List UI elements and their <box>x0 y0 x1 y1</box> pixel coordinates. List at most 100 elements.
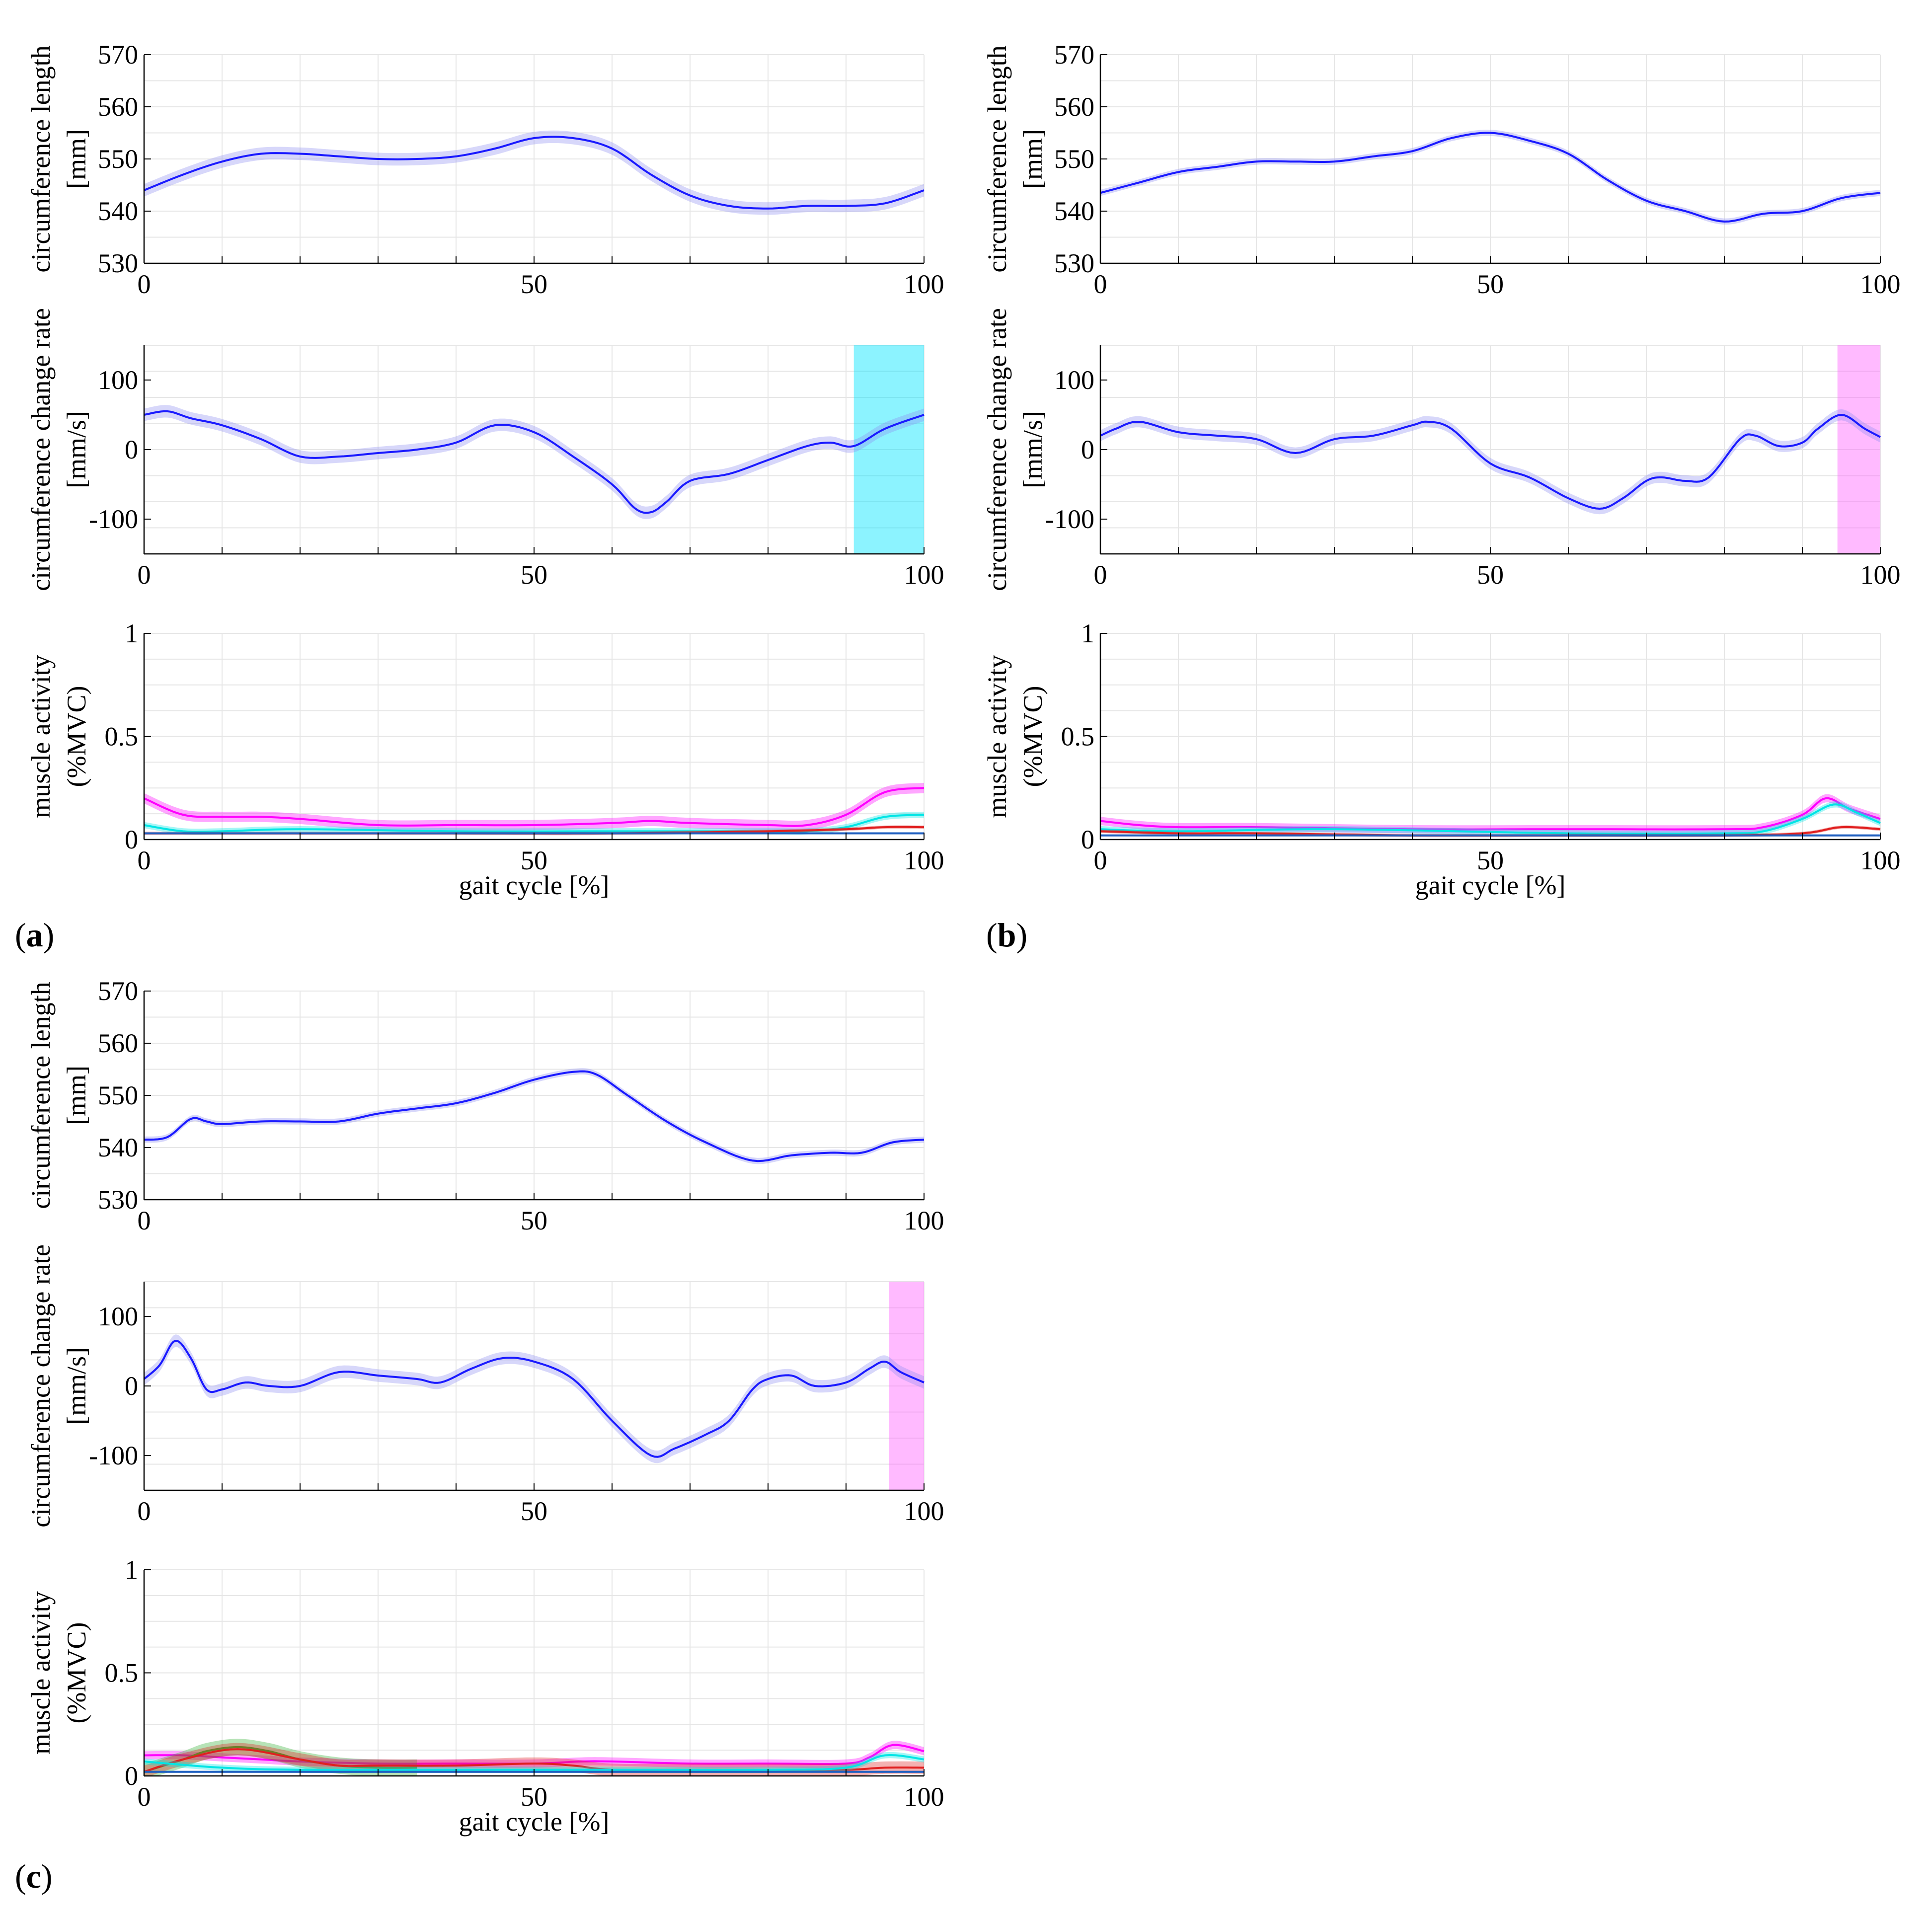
x-tick-label: 100 <box>904 1782 944 1812</box>
y-tick-label: 560 <box>1054 92 1094 122</box>
y-axis-unit: [mm] <box>62 1066 91 1125</box>
series-band-circumference-change-rate <box>1100 409 1880 515</box>
panel-label-a: (a) <box>15 916 54 954</box>
y-axis-unit: [mm/s] <box>62 1347 91 1425</box>
series-band-magenta <box>144 782 924 831</box>
y-tick-label: -100 <box>89 1441 138 1470</box>
y-axis-unit: [mm/s] <box>1018 411 1048 488</box>
highlight-region <box>889 1282 924 1490</box>
x-tick-label: 50 <box>1477 560 1504 590</box>
y-axis-unit: (%MVC) <box>62 686 91 787</box>
y-axis-label: circumference length <box>26 982 56 1209</box>
series-line-circumference-change-rate <box>1100 414 1881 510</box>
y-axis-label: muscle activity <box>26 655 56 818</box>
y-tick-label: 570 <box>98 976 138 1006</box>
x-axis-label: gait cycle [%] <box>459 870 610 900</box>
x-tick-label: 50 <box>521 1496 547 1526</box>
y-axis-unit: (%MVC) <box>1018 686 1048 787</box>
y-tick-label: 0 <box>125 1761 138 1791</box>
y-tick-label: 530 <box>98 248 138 278</box>
y-tick-label: 0 <box>1081 435 1094 464</box>
series-band-circumference-length <box>144 1068 924 1164</box>
x-axis-label: gait cycle [%] <box>459 1807 610 1837</box>
series-line-magenta <box>144 787 925 827</box>
x-tick-label: 0 <box>138 269 151 299</box>
x-tick-label: 50 <box>521 1782 547 1812</box>
y-tick-label: 550 <box>1054 144 1094 174</box>
series-band-magenta <box>144 1741 924 1768</box>
y-tick-label: 530 <box>98 1185 138 1215</box>
x-tick-label: 100 <box>904 1496 944 1526</box>
x-tick-label: 100 <box>1860 269 1901 299</box>
series-line-magenta <box>144 1744 925 1765</box>
subplot-c-3: 0 50 100 0 0.5 1 muscle activity (%MVC) gait cyc… <box>26 1555 944 1837</box>
y-axis-unit: [mm/s] <box>62 411 91 488</box>
x-tick-label: 0 <box>138 845 151 875</box>
y-tick-label: 550 <box>98 1080 138 1110</box>
y-axis-unit: [mm] <box>62 129 91 189</box>
series-band-red <box>144 1743 924 1776</box>
series-line-circumference-change-rate <box>143 1340 925 1458</box>
x-tick-label: 0 <box>1094 560 1107 590</box>
y-axis-unit: (%MVC) <box>62 1622 91 1724</box>
y-tick-label: 560 <box>98 1028 138 1058</box>
series-band-magenta <box>1100 794 1880 834</box>
y-tick-label: 570 <box>98 40 138 70</box>
subplot-b-3: 0 50 100 0 0.5 1 muscle activity (%MVC) gait cyc… <box>982 618 1901 900</box>
series-band-cyan <box>144 1752 924 1773</box>
x-tick-label: 50 <box>1477 269 1504 299</box>
x-tick-label: 0 <box>138 1206 151 1235</box>
x-tick-label: 50 <box>521 269 547 299</box>
x-tick-label: 0 <box>1094 845 1107 875</box>
series-line-circumference-change-rate <box>144 410 925 514</box>
series-line-circumference-length <box>144 1070 925 1162</box>
y-tick-label: 570 <box>1054 40 1094 70</box>
x-tick-label: 50 <box>521 560 547 590</box>
y-axis-label: circumference change rate <box>982 308 1012 591</box>
y-tick-label: 0 <box>1081 825 1094 854</box>
series-band-circumference-change-rate <box>144 405 924 519</box>
x-tick-label: 50 <box>521 1206 547 1235</box>
x-tick-label: 50 <box>521 845 547 875</box>
series-line-circumference-length <box>144 136 925 210</box>
y-tick-label: 540 <box>98 1133 138 1162</box>
y-axis-label: muscle activity <box>26 1591 56 1754</box>
y-tick-label: 100 <box>98 365 138 395</box>
series-line-cyan <box>1100 803 1881 835</box>
y-tick-label: 1 <box>125 618 138 648</box>
subplot-c-1: 0 50 100 530 540 550 560 570 circumference lengt… <box>26 976 944 1235</box>
y-axis-label: muscle activity <box>982 655 1012 818</box>
series-band-circumference-change-rate <box>144 1334 924 1463</box>
x-tick-label: 100 <box>904 845 944 875</box>
panel-label-c: (c) <box>15 1857 53 1895</box>
y-tick-label: 1 <box>125 1555 138 1585</box>
y-tick-label: 540 <box>1054 196 1094 226</box>
y-tick-label: 550 <box>98 144 138 174</box>
y-tick-label: 0.5 <box>1061 722 1095 752</box>
y-tick-label: 1 <box>1081 618 1094 648</box>
y-axis-label: circumference length <box>26 45 56 272</box>
x-tick-label: 100 <box>1860 845 1901 875</box>
x-tick-label: 50 <box>1477 845 1504 875</box>
x-tick-label: 100 <box>904 560 944 590</box>
series-band-circumference-length <box>144 130 924 215</box>
y-axis-label: circumference change rate <box>26 1244 56 1528</box>
y-tick-label: 0 <box>125 435 138 464</box>
series-line-magenta <box>1100 797 1881 831</box>
y-axis-label: circumference change rate <box>26 308 56 591</box>
y-tick-label: 560 <box>98 92 138 122</box>
y-tick-label: 100 <box>98 1302 138 1331</box>
subplot-b-1: 0 50 100 530 540 550 560 570 circumference lengt… <box>982 40 1901 299</box>
y-tick-label: -100 <box>89 504 138 534</box>
series-band-cyan <box>1100 801 1880 837</box>
x-tick-label: 0 <box>138 1496 151 1526</box>
series-line-cyan <box>144 814 925 833</box>
x-tick-label: 100 <box>904 1206 944 1235</box>
y-tick-label: 540 <box>98 196 138 226</box>
panel-label-b: (b) <box>986 916 1027 954</box>
y-axis-label: circumference length <box>982 45 1012 272</box>
